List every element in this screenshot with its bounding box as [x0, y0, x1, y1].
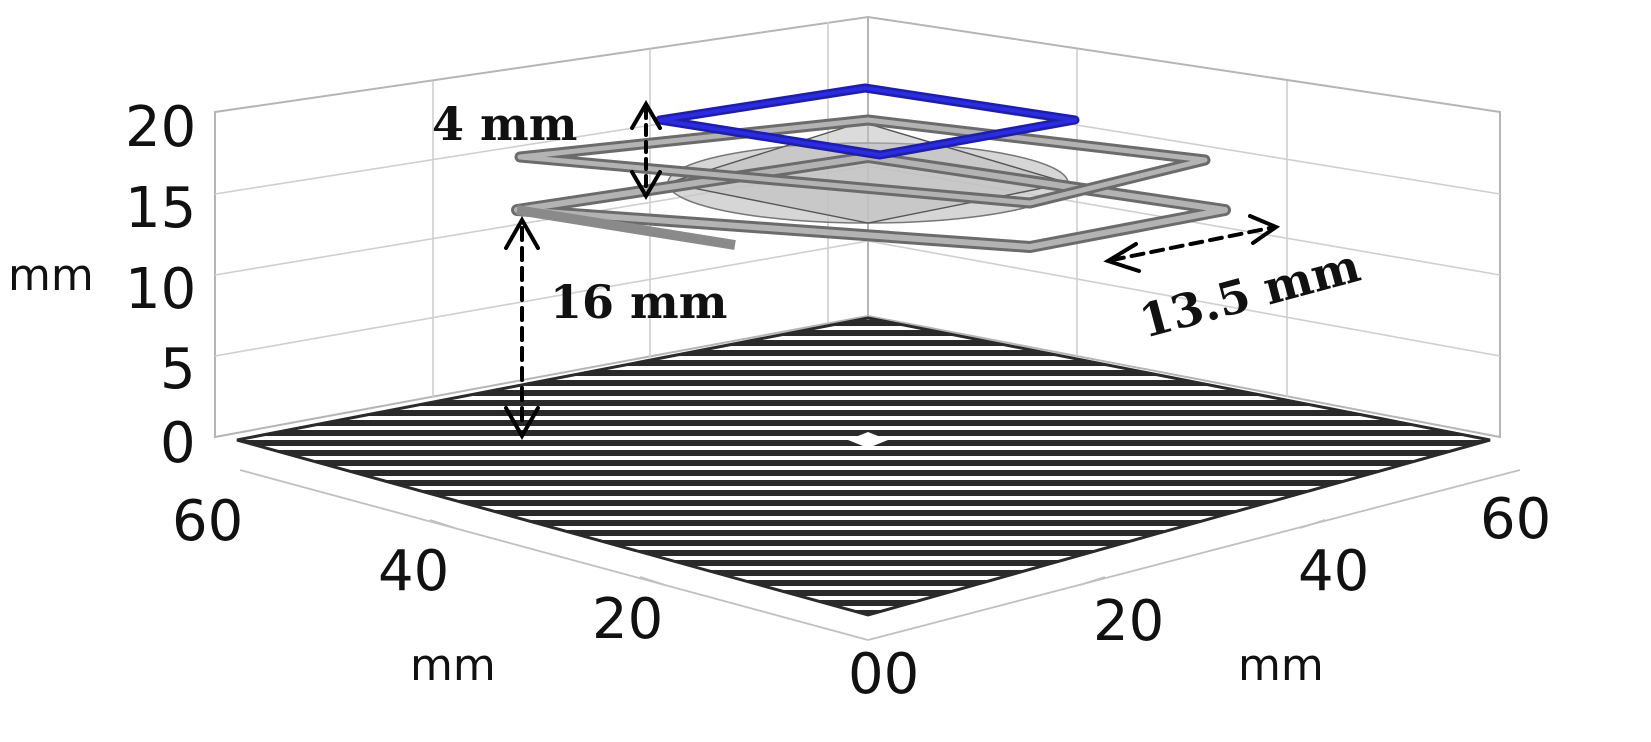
left-axis-label: mm	[410, 640, 496, 691]
height-above-plane-label: 16 mm	[550, 275, 727, 329]
lower-frame-back-bar-inner	[735, 245, 1030, 247]
spacing-arrow-head-top	[630, 100, 662, 130]
right-tick-40: 40	[1298, 539, 1369, 604]
height-arrow-head-top	[504, 215, 540, 250]
base-plate	[236, 316, 1491, 617]
right-tick-60: 60	[1480, 487, 1551, 552]
grid-z5-left	[214, 240, 869, 357]
z-tick-15: 15	[125, 176, 196, 241]
floor-axes	[239, 469, 1521, 641]
z-axis-label: mm	[8, 250, 94, 301]
right-floor-axis: 20 40 60 mm	[1093, 487, 1551, 691]
floor-front-right-edge	[867, 469, 1521, 641]
layer-spacing-label: 4 mm	[432, 97, 577, 151]
lower-frame-back-bar	[516, 205, 736, 250]
spacing-arrow-head-bottom	[630, 170, 662, 200]
top-frame-bars	[658, 86, 1077, 157]
side-arrow-head-right	[1248, 214, 1281, 245]
base-plate-center-hole	[848, 432, 888, 448]
floor-tick-right-40	[1299, 519, 1326, 529]
floor-tick-right-20	[1079, 576, 1106, 586]
right-axis-label: mm	[1238, 640, 1324, 691]
side-arrow-shaft	[1110, 226, 1272, 262]
z-tick-5: 5	[160, 337, 196, 402]
frame-side-label: 13.5 mm	[1134, 238, 1366, 348]
side-arrow-head-left	[1103, 242, 1141, 273]
left-tick-60: 60	[172, 489, 243, 554]
floor-tick-left-40	[429, 519, 456, 529]
right-tick-20: 20	[1093, 589, 1164, 654]
floor-tick-left-20	[639, 576, 666, 586]
z-tick-10: 10	[125, 257, 196, 322]
dimension-arrows	[504, 100, 1281, 441]
height-arrow-head-bottom	[504, 406, 540, 441]
left-tick-20: 20	[592, 587, 663, 652]
top-frame	[655, 83, 1080, 160]
z-axis: 20 15 10 5 0 mm	[8, 95, 196, 476]
z-tick-0: 0	[160, 411, 196, 476]
grid-z5-right	[867, 240, 1501, 357]
left-floor-axis: 60 40 20 mm	[172, 489, 663, 691]
z-tick-20: 20	[125, 95, 196, 160]
floor-front-left-edge	[239, 469, 869, 641]
left-tick-40: 40	[378, 539, 449, 604]
origin-label: 00	[848, 642, 919, 707]
